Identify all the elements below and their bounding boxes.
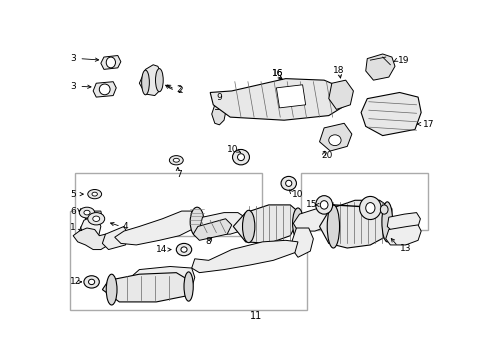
Polygon shape <box>276 85 305 108</box>
Ellipse shape <box>106 57 115 68</box>
Ellipse shape <box>106 274 117 305</box>
Polygon shape <box>386 213 420 231</box>
Polygon shape <box>115 211 194 245</box>
Ellipse shape <box>315 195 332 214</box>
Ellipse shape <box>285 180 291 186</box>
Text: 11: 11 <box>250 311 262 321</box>
Text: 15: 15 <box>305 201 317 210</box>
Polygon shape <box>233 205 301 243</box>
Ellipse shape <box>237 154 244 161</box>
Ellipse shape <box>173 158 179 162</box>
Polygon shape <box>365 54 394 80</box>
Text: 19: 19 <box>397 56 409 65</box>
Polygon shape <box>211 102 225 125</box>
Ellipse shape <box>320 201 327 209</box>
Ellipse shape <box>292 208 303 239</box>
Text: 16: 16 <box>271 69 283 78</box>
Ellipse shape <box>99 84 110 95</box>
Ellipse shape <box>84 210 90 215</box>
Text: 6: 6 <box>70 207 76 216</box>
Text: 16: 16 <box>271 69 283 78</box>
Ellipse shape <box>87 189 102 199</box>
Polygon shape <box>293 209 331 231</box>
Polygon shape <box>93 82 116 97</box>
Ellipse shape <box>155 69 163 92</box>
Polygon shape <box>290 228 313 257</box>
Ellipse shape <box>232 149 249 165</box>
Text: 8: 8 <box>205 237 211 246</box>
Polygon shape <box>360 93 420 136</box>
Polygon shape <box>199 213 246 234</box>
Polygon shape <box>319 200 391 248</box>
Bar <box>70 211 306 310</box>
Ellipse shape <box>93 216 100 221</box>
Polygon shape <box>385 225 420 245</box>
Text: 12: 12 <box>70 278 81 287</box>
Ellipse shape <box>326 205 339 248</box>
Ellipse shape <box>242 210 254 243</box>
Polygon shape <box>101 55 121 69</box>
Bar <box>75 172 261 236</box>
Bar <box>301 172 427 230</box>
Polygon shape <box>319 123 351 151</box>
Ellipse shape <box>181 247 187 252</box>
Polygon shape <box>210 78 348 120</box>
Polygon shape <box>84 211 102 219</box>
Ellipse shape <box>84 276 99 288</box>
Ellipse shape <box>87 213 104 225</box>
Text: 2: 2 <box>176 85 182 94</box>
Ellipse shape <box>381 202 392 242</box>
Ellipse shape <box>92 192 97 196</box>
Polygon shape <box>73 228 111 249</box>
Ellipse shape <box>328 135 341 145</box>
Ellipse shape <box>169 156 183 165</box>
Text: 2: 2 <box>178 86 183 95</box>
Text: 7: 7 <box>176 170 182 179</box>
Polygon shape <box>139 65 162 95</box>
Text: 18: 18 <box>333 66 344 75</box>
Polygon shape <box>79 216 101 243</box>
Text: 10: 10 <box>226 145 238 154</box>
Text: 3: 3 <box>70 54 76 63</box>
Text: 9: 9 <box>216 93 222 102</box>
Polygon shape <box>191 240 297 273</box>
Polygon shape <box>102 226 128 249</box>
Ellipse shape <box>176 243 191 256</box>
Ellipse shape <box>183 272 193 301</box>
Text: 1: 1 <box>70 224 76 233</box>
Ellipse shape <box>359 197 380 220</box>
Text: 13: 13 <box>399 243 410 252</box>
Text: 20: 20 <box>321 151 332 160</box>
Ellipse shape <box>88 279 95 285</box>
Text: 5: 5 <box>70 190 76 199</box>
Polygon shape <box>193 219 231 240</box>
Text: 3: 3 <box>70 82 76 91</box>
Polygon shape <box>328 80 353 109</box>
Polygon shape <box>102 273 191 302</box>
Text: 4: 4 <box>122 222 128 231</box>
Ellipse shape <box>142 70 149 95</box>
Text: 17: 17 <box>422 120 433 129</box>
Ellipse shape <box>79 207 95 218</box>
Text: 10: 10 <box>291 190 303 199</box>
Polygon shape <box>125 266 194 291</box>
Ellipse shape <box>190 207 203 237</box>
Ellipse shape <box>281 176 296 190</box>
Ellipse shape <box>380 205 387 214</box>
Ellipse shape <box>365 203 374 213</box>
Text: 14: 14 <box>156 245 167 254</box>
